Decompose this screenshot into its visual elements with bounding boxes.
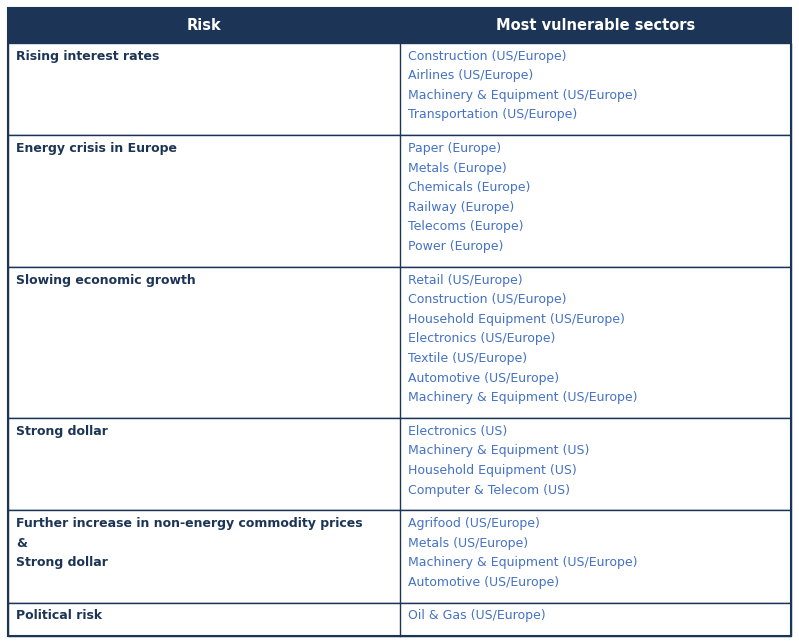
Text: Computer & Telecom (US): Computer & Telecom (US)	[407, 484, 570, 497]
Text: Political risk: Political risk	[16, 609, 102, 623]
Bar	[8, 8, 791, 43]
Bar	[8, 135, 791, 267]
Text: Machinery & Equipment (US/Europe): Machinery & Equipment (US/Europe)	[407, 89, 637, 102]
Text: Automotive (US/Europe): Automotive (US/Europe)	[407, 576, 559, 589]
Text: Risk: Risk	[186, 18, 221, 33]
Text: Electronics (US/Europe): Electronics (US/Europe)	[407, 332, 555, 345]
Text: Airlines (US/Europe): Airlines (US/Europe)	[407, 69, 533, 82]
Bar	[8, 510, 791, 603]
Text: Oil & Gas (US/Europe): Oil & Gas (US/Europe)	[407, 609, 545, 623]
Text: Rising interest rates: Rising interest rates	[16, 50, 159, 62]
Text: Household Equipment (US/Europe): Household Equipment (US/Europe)	[407, 313, 624, 326]
Text: Electronics (US): Electronics (US)	[407, 425, 507, 438]
Text: Metals (US/Europe): Metals (US/Europe)	[407, 536, 527, 550]
Text: &: &	[16, 536, 27, 550]
Text: Telecoms (Europe): Telecoms (Europe)	[407, 220, 523, 233]
Text: Strong dollar: Strong dollar	[16, 556, 108, 569]
Text: Construction (US/Europe): Construction (US/Europe)	[407, 293, 566, 306]
Text: Machinery & Equipment (US): Machinery & Equipment (US)	[407, 444, 589, 457]
Bar	[8, 43, 791, 135]
Text: Construction (US/Europe): Construction (US/Europe)	[407, 50, 566, 62]
Bar	[8, 267, 791, 418]
Text: Metals (Europe): Metals (Europe)	[407, 162, 507, 175]
Text: Machinery & Equipment (US/Europe): Machinery & Equipment (US/Europe)	[407, 556, 637, 569]
Text: Automotive (US/Europe): Automotive (US/Europe)	[407, 372, 559, 384]
Text: Household Equipment (US): Household Equipment (US)	[407, 464, 576, 477]
Text: Railway (Europe): Railway (Europe)	[407, 201, 514, 214]
Bar	[8, 603, 791, 636]
Text: Agrifood (US/Europe): Agrifood (US/Europe)	[407, 517, 539, 530]
Text: Paper (Europe): Paper (Europe)	[407, 142, 501, 155]
Text: Machinery & Equipment (US/Europe): Machinery & Equipment (US/Europe)	[407, 392, 637, 404]
Text: Strong dollar: Strong dollar	[16, 425, 108, 438]
Text: Slowing economic growth: Slowing economic growth	[16, 274, 196, 287]
Text: Most vulnerable sectors: Most vulnerable sectors	[495, 18, 695, 33]
Text: Textile (US/Europe): Textile (US/Europe)	[407, 352, 527, 365]
Text: Further increase in non-energy commodity prices: Further increase in non-energy commodity…	[16, 517, 363, 530]
Text: Transportation (US/Europe): Transportation (US/Europe)	[407, 108, 577, 122]
Text: Energy crisis in Europe: Energy crisis in Europe	[16, 142, 177, 155]
Text: Retail (US/Europe): Retail (US/Europe)	[407, 274, 522, 287]
Bar	[8, 418, 791, 510]
Text: Power (Europe): Power (Europe)	[407, 240, 503, 253]
Text: Chemicals (Europe): Chemicals (Europe)	[407, 181, 530, 194]
